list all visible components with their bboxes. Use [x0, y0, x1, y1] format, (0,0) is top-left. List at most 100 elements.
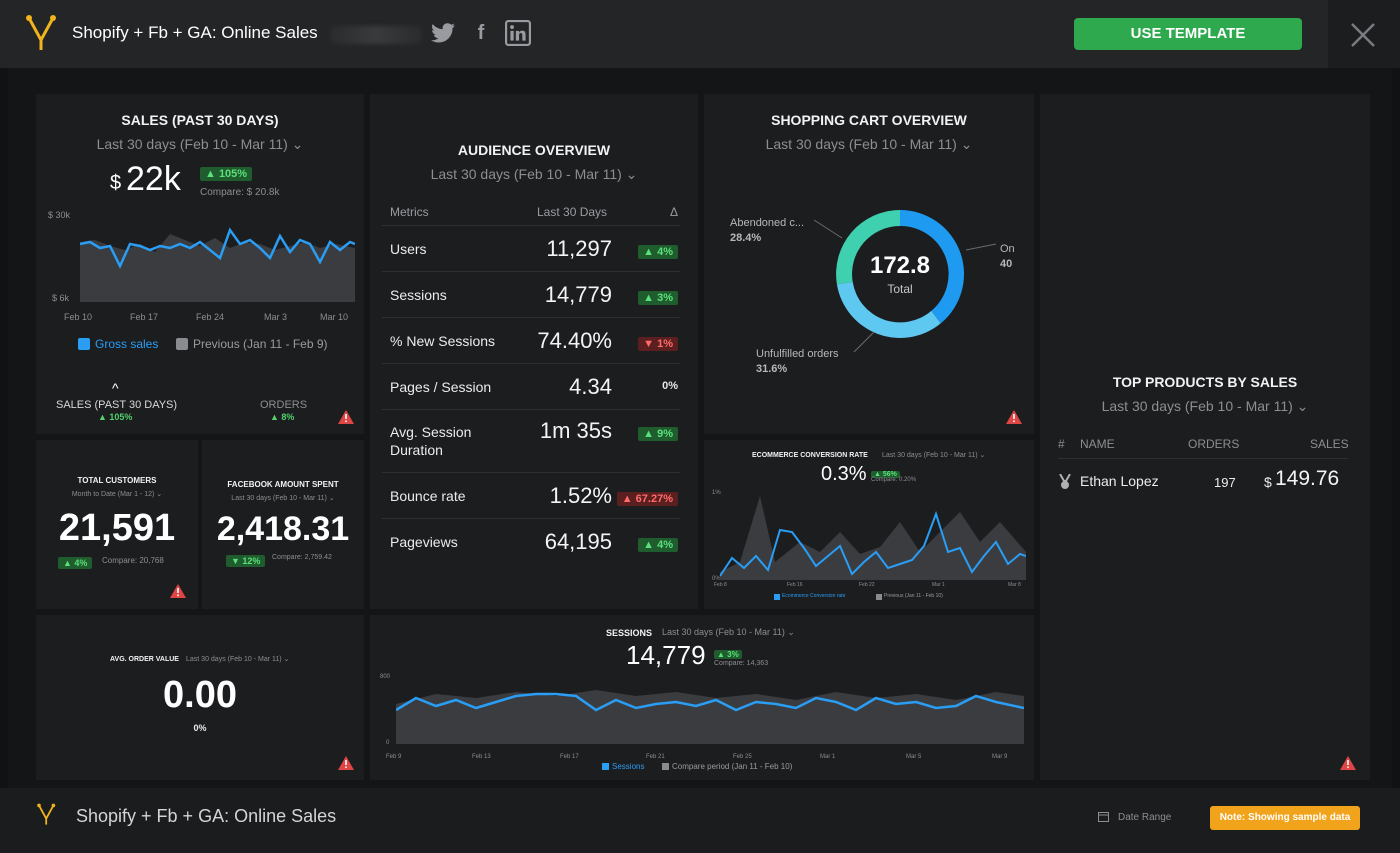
customers-change-badge: ▲ 4% — [58, 557, 93, 569]
dashboard-title: Shopify + Fb + GA: Online Sales — [72, 23, 318, 42]
sessions-x-tick: Mar 9 — [992, 754, 1008, 760]
aov-change: 0% — [193, 723, 207, 733]
audience-row-value: 64,195 — [544, 529, 612, 554]
audience-row-delta: ▲ 3% — [638, 291, 678, 305]
warning-icon[interactable] — [1340, 756, 1356, 770]
conversion-date-range[interactable]: Last 30 days (Feb 10 - Mar 11) ⌄ — [882, 452, 986, 459]
warning-icon[interactable] — [170, 584, 186, 598]
sales-x-tick: Feb 24 — [196, 312, 225, 322]
product-orders: 197 — [1214, 475, 1236, 490]
conversion-x-tick: Feb 8 — [714, 582, 727, 588]
sessions-x-tick: Feb 21 — [646, 754, 665, 760]
donut-segment-abandoned[interactable] — [836, 210, 900, 285]
warning-icon[interactable] — [1006, 410, 1022, 424]
sessions-x-tick: Mar 5 — [906, 754, 922, 760]
sessions-compare-checkbox[interactable] — [662, 763, 669, 770]
cart-title: SHOPPING CART OVERVIEW — [771, 112, 967, 128]
customers-date-range[interactable]: Month to Date (Mar 1 - 12) ⌄ — [71, 491, 163, 498]
customers-widget — [36, 440, 198, 609]
conversion-chart — [720, 496, 1026, 580]
sessions-value: 14,779 — [626, 640, 706, 670]
sessions-x-tick: Feb 9 — [386, 754, 402, 760]
linkedin-icon[interactable] — [505, 20, 531, 46]
audience-row-value: 4.34 — [569, 374, 612, 399]
col-orders: ORDERS — [1188, 437, 1240, 451]
facebook-date-range[interactable]: Last 30 days (Feb 10 - Mar 11) ⌄ — [231, 495, 335, 502]
audience-row-delta: ▲ 9% — [638, 427, 678, 441]
tab-orders[interactable]: ORDERS — [260, 399, 308, 411]
top-products-date-range[interactable]: Last 30 days (Feb 10 - Mar 11) ⌄ — [1101, 398, 1309, 414]
twitter-icon[interactable] — [430, 20, 456, 46]
tab-orders-change: ▲ 8% — [270, 412, 295, 422]
previous-checkbox[interactable] — [176, 338, 188, 350]
audience-row: Avg. Session Duration 1m 35s ▲ 9% — [382, 409, 680, 472]
cart-date-range[interactable]: Last 30 days (Feb 10 - Mar 11) ⌄ — [765, 136, 973, 152]
aov-title: AVG. ORDER VALUE — [110, 656, 179, 663]
sessions-title: SESSIONS — [606, 628, 653, 638]
unfulfilled-label: Unfulfilled orders — [756, 348, 839, 360]
table-divider — [1058, 458, 1348, 459]
audience-row-label: Avg. Session Duration — [390, 424, 472, 458]
audience-row-label: Sessions — [390, 287, 447, 303]
conversion-previous-checkbox[interactable] — [876, 594, 882, 600]
audience-row: Sessions 14,779 ▲ 3% — [382, 271, 680, 317]
conversion-y-max: 1% — [712, 490, 721, 496]
audience-widget — [370, 94, 698, 609]
gross-sales-legend[interactable]: Gross sales — [95, 337, 159, 351]
audience-date-range[interactable]: Last 30 days (Feb 10 - Mar 11) ⌄ — [430, 166, 638, 182]
sales-x-tick: Mar 10 — [320, 312, 349, 322]
previous-legend[interactable]: Previous (Jan 11 - Feb 9) — [193, 337, 328, 351]
donut-segment-on[interactable] — [900, 210, 965, 324]
sales-x-tick: Mar 3 — [264, 312, 288, 322]
conversion-x-tick: Feb 16 — [787, 582, 803, 588]
customers-compare: Compare: 20,768 — [102, 556, 164, 565]
unfulfilled-pct: 31.6% — [756, 363, 788, 375]
on-pct: 40 — [1000, 258, 1013, 270]
customers-value: 21,591 — [58, 507, 176, 549]
conversion-legend-current[interactable]: Ecommerce Conversion rate — [782, 593, 846, 599]
sales-title: SALES (PAST 30 DAYS) — [121, 112, 279, 128]
footer-bar — [0, 788, 1400, 853]
medal-icon — [1059, 474, 1071, 489]
aov-widget — [36, 615, 364, 780]
top-products-widget — [1040, 94, 1370, 780]
gross-sales-checkbox[interactable] — [78, 338, 90, 350]
facebook-icon[interactable]: f — [477, 22, 485, 44]
sessions-legend-compare[interactable]: Compare period (Jan 11 - Feb 10) — [672, 762, 793, 771]
audience-row-delta: 0% — [662, 380, 678, 392]
audience-row-label: Pages / Session — [390, 379, 492, 395]
facebook-title: FACEBOOK AMOUNT SPENT — [227, 480, 339, 489]
sessions-date-range[interactable]: Last 30 days (Feb 10 - Mar 11) ⌄ — [662, 627, 795, 637]
sessions-legend-current[interactable]: Sessions — [612, 762, 645, 771]
facebook-widget — [202, 440, 364, 609]
aov-value: 0.00 — [163, 674, 237, 716]
audience-row-label: Bounce rate — [390, 488, 466, 504]
sessions-legend-checkbox[interactable] — [602, 763, 609, 770]
use-template-button[interactable]: USE TEMPLATE — [1074, 18, 1302, 50]
audience-row-label: Users — [390, 241, 427, 257]
aov-date-range[interactable]: Last 30 days (Feb 10 - Mar 11) ⌄ — [186, 656, 290, 663]
product-name: Ethan Lopez — [1080, 473, 1159, 489]
conversion-legend-previous[interactable]: Previous (Jan 11 - Feb 10) — [884, 593, 943, 599]
audience-row-delta: ▼ 1% — [638, 337, 678, 351]
tab-indicator-icon: ^ — [112, 380, 119, 396]
conversion-change-badge: ▲ 56% — [871, 471, 900, 478]
donut-segment-unfulfilled[interactable] — [836, 281, 941, 338]
tab-sales[interactable]: SALES (PAST 30 DAYS) — [56, 399, 178, 411]
sessions-y-max: 800 — [380, 674, 391, 680]
warning-icon[interactable] — [338, 410, 354, 424]
facebook-compare: Compare: 2,759.42 — [272, 554, 332, 561]
sales-currency: $ — [110, 172, 122, 194]
conversion-legend-checkbox[interactable] — [774, 594, 780, 600]
col-sales: SALES — [1310, 437, 1349, 451]
audience-row-label: % New Sessions — [390, 333, 496, 349]
table-row[interactable]: Ethan Lopez 197 $ 149.76 — [1040, 462, 1370, 498]
calendar-icon — [1098, 812, 1109, 822]
audience-title: AUDIENCE OVERVIEW — [457, 142, 611, 158]
warning-icon[interactable] — [338, 756, 354, 770]
sales-date-range[interactable]: Last 30 days (Feb 10 - Mar 11) ⌄ — [96, 136, 304, 152]
conversion-previous-area — [720, 496, 1026, 580]
date-range-label[interactable]: Date Range — [1118, 812, 1172, 823]
close-icon[interactable] — [1350, 22, 1376, 48]
audience-row: Bounce rate 1.52% ▲ 67.27% — [382, 472, 680, 518]
